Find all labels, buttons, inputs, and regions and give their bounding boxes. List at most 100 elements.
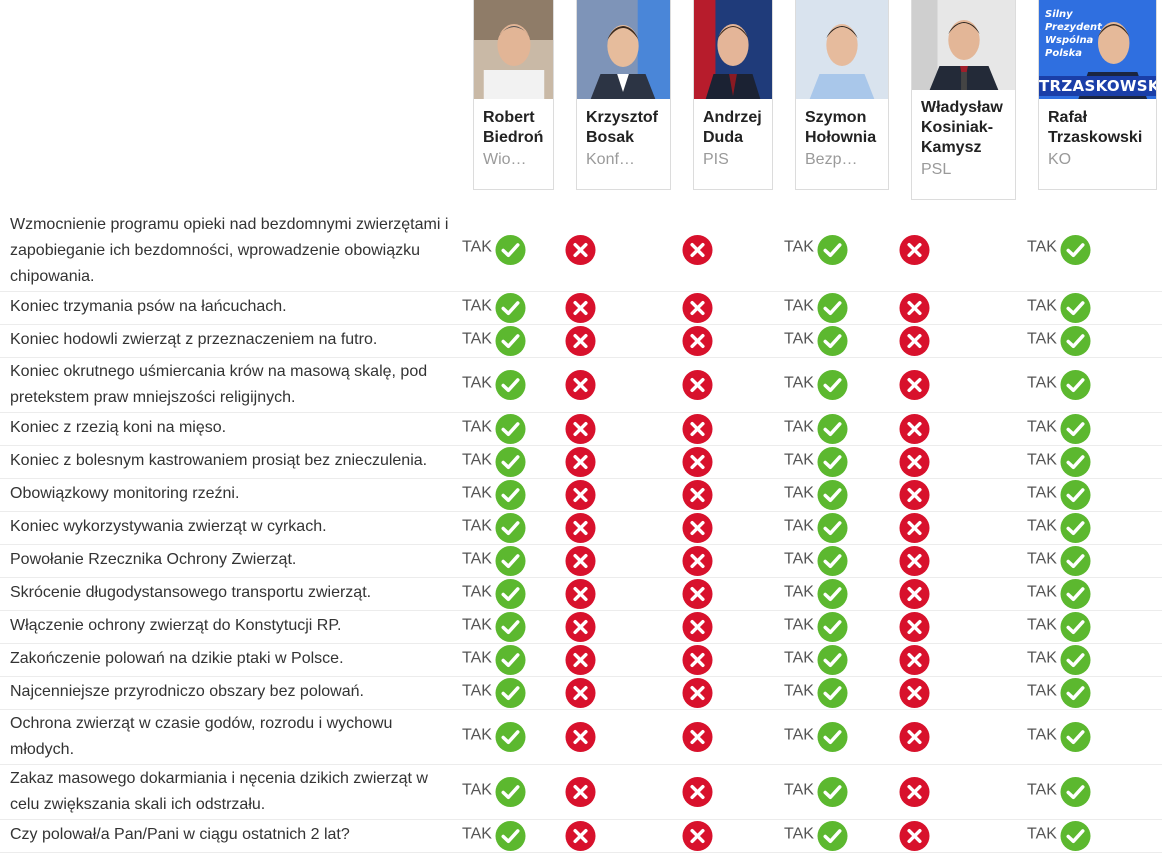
cross-icon xyxy=(565,479,596,511)
check-icon xyxy=(817,369,848,401)
cross-icon xyxy=(899,721,930,753)
yes-label: TAK xyxy=(784,781,814,798)
check-icon xyxy=(495,325,526,357)
table-row: Skrócenie długodystansowego transportu z… xyxy=(0,578,1162,611)
answer-holownia: TAK xyxy=(784,446,848,478)
answer-duda xyxy=(682,721,713,753)
answer-bosak xyxy=(565,292,596,324)
yes-label: TAK xyxy=(784,583,814,600)
question-text: Wzmocnienie programu opieki nad bezdomny… xyxy=(10,216,449,285)
answer-biedron: TAK xyxy=(462,369,526,401)
yes-label: TAK xyxy=(1027,451,1057,468)
check-icon xyxy=(495,234,526,265)
answer-holownia: TAK xyxy=(784,234,848,265)
candidate-card-holownia[interactable]: Szymon Hołownia Bezp… xyxy=(795,0,889,190)
check-icon xyxy=(817,611,848,643)
answer-trzaskowski: TAK xyxy=(1027,776,1091,808)
check-icon xyxy=(495,369,526,401)
answer-holownia: TAK xyxy=(784,611,848,643)
check-icon xyxy=(817,721,848,753)
check-icon xyxy=(817,446,848,478)
cross-icon xyxy=(565,325,596,357)
answer-trzaskowski: TAK xyxy=(1027,721,1091,753)
answer-biedron: TAK xyxy=(462,234,526,265)
answer-holownia: TAK xyxy=(784,776,848,808)
yes-label: TAK xyxy=(462,616,492,633)
candidate-card-kosiniak[interactable]: Władysław Kosiniak-Kamysz PSL xyxy=(911,0,1016,200)
yes-label: TAK xyxy=(1027,825,1057,842)
answer-duda xyxy=(682,325,713,357)
yes-label: TAK xyxy=(462,238,492,256)
cross-icon xyxy=(565,644,596,676)
yes-label: TAK xyxy=(1027,517,1057,534)
candidate-card-biedron[interactable]: Robert Biedroń Wio… xyxy=(473,0,554,190)
answer-kosiniak xyxy=(899,369,930,401)
check-icon xyxy=(817,820,848,852)
cross-icon xyxy=(565,545,596,577)
yes-label: TAK xyxy=(784,825,814,842)
cross-icon xyxy=(899,578,930,610)
answer-kosiniak xyxy=(899,446,930,478)
yes-label: TAK xyxy=(784,297,814,314)
question-text: Włączenie ochrony zwierząt do Konstytucj… xyxy=(10,617,342,634)
answer-holownia: TAK xyxy=(784,721,848,753)
answer-bosak xyxy=(565,776,596,808)
check-icon xyxy=(817,413,848,445)
answer-duda xyxy=(682,776,713,808)
table-row: Wzmocnienie programu opieki nad bezdomny… xyxy=(0,208,1162,292)
yes-label: TAK xyxy=(462,682,492,699)
answer-trzaskowski: TAK xyxy=(1027,234,1091,265)
check-icon xyxy=(1060,446,1091,478)
answer-bosak xyxy=(565,479,596,511)
yes-label: TAK xyxy=(1027,374,1057,391)
table-row: Ochrona zwierząt w czasie godów, rozrodu… xyxy=(0,710,1162,765)
answer-duda xyxy=(682,611,713,643)
check-icon xyxy=(1060,644,1091,676)
answer-holownia: TAK xyxy=(784,545,848,577)
answer-biedron: TAK xyxy=(462,721,526,753)
question-text: Koniec wykorzystywania zwierząt w cyrkac… xyxy=(10,518,327,535)
answer-biedron: TAK xyxy=(462,776,526,808)
answer-kosiniak xyxy=(899,413,930,445)
yes-label: TAK xyxy=(1027,616,1057,633)
yes-label: TAK xyxy=(462,484,492,501)
candidate-card-trzaskowski[interactable]: Silny Prezydent Wspólna Polska TRZASKOWS… xyxy=(1038,0,1157,190)
answer-duda xyxy=(682,234,713,265)
candidate-photo xyxy=(694,0,772,99)
candidate-photo xyxy=(912,0,1015,90)
answer-bosak xyxy=(565,677,596,709)
check-icon xyxy=(1060,677,1091,709)
yes-label: TAK xyxy=(1027,330,1057,347)
candidate-party: Wio… xyxy=(483,151,527,168)
candidate-card-duda[interactable]: Andrzej Duda PIS xyxy=(693,0,773,190)
yes-label: TAK xyxy=(462,330,492,347)
table-row: Obowiązkowy monitoring rzeźni. TAK TAK TA… xyxy=(0,479,1162,512)
check-icon xyxy=(817,292,848,324)
candidate-card-bosak[interactable]: Krzysztof Bosak Konf… xyxy=(576,0,671,190)
answer-duda xyxy=(682,446,713,478)
check-icon xyxy=(817,234,848,265)
check-icon xyxy=(495,292,526,324)
answer-holownia: TAK xyxy=(784,512,848,544)
yes-label: TAK xyxy=(1027,418,1057,435)
yes-label: TAK xyxy=(462,517,492,534)
candidate-party: KO xyxy=(1048,151,1072,168)
cross-icon xyxy=(899,677,930,709)
check-icon xyxy=(495,721,526,753)
question-text: Czy polował/a Pan/Pani w ciągu ostatnich… xyxy=(10,826,350,843)
campaign-slogan: Silny Prezydent Wspólna Polska xyxy=(1045,9,1102,59)
cross-icon xyxy=(565,446,596,478)
check-icon xyxy=(1060,776,1091,808)
cross-icon xyxy=(565,413,596,445)
table-row: Koniec z bolesnym kastrowaniem prosiąt b… xyxy=(0,446,1162,479)
table-row: Włączenie ochrony zwierząt do Konstytucj… xyxy=(0,611,1162,644)
check-icon xyxy=(495,413,526,445)
cross-icon xyxy=(565,721,596,753)
answer-kosiniak xyxy=(899,721,930,753)
question-text: Koniec z bolesnym kastrowaniem prosiąt b… xyxy=(10,452,428,469)
yes-label: TAK xyxy=(1027,238,1057,256)
table-row: Zakończenie polowań na dzikie ptaki w Po… xyxy=(0,644,1162,677)
cross-icon xyxy=(899,776,930,808)
answer-duda xyxy=(682,413,713,445)
cross-icon xyxy=(899,446,930,478)
